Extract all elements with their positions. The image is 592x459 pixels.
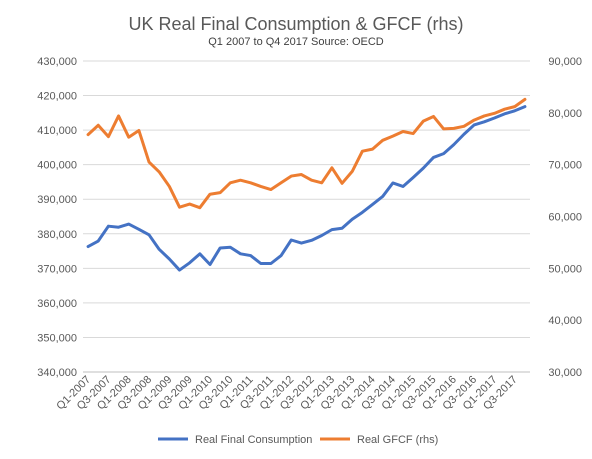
y-left-tick-label: 360,000 — [37, 298, 77, 310]
y-right-tick-label: 80,000 — [548, 108, 582, 120]
chart-title: UK Real Final Consumption & GFCF (rhs) — [128, 14, 463, 34]
y-right-tick-label: 50,000 — [548, 263, 582, 275]
y-right-tick-label: 60,000 — [548, 212, 582, 224]
legend: Real Final Consumption Real GFCF (rhs) — [158, 434, 438, 446]
y-left-tick-label: 350,000 — [37, 332, 77, 344]
legend-label: Real Final Consumption — [195, 434, 312, 446]
y-right-axis-ticks: 30,000 40,000 50,000 60,000 70,000 80,000 90,0… — [548, 56, 582, 379]
legend-label: Real GFCF (rhs) — [357, 434, 438, 446]
y-left-tick-label: 390,000 — [37, 194, 77, 206]
y-left-tick-label: 380,000 — [37, 229, 77, 241]
series-line-real-gfcf — [86, 97, 527, 210]
y-left-axis-ticks: 340,000 350,000 360,000 370,000 380,000 390,0… — [37, 56, 77, 379]
series-line-real-final-consumption — [86, 105, 527, 272]
y-right-tick-label: 30,000 — [548, 367, 582, 379]
gridlines — [83, 60, 530, 373]
series-layer — [86, 97, 527, 272]
y-left-tick-label: 420,000 — [37, 91, 77, 103]
y-right-tick-label: 90,000 — [548, 56, 582, 68]
y-right-tick-label: 70,000 — [548, 160, 582, 172]
x-axis-ticks: Q1-2007Q3-2007Q1-2008Q3-2008Q1-2009Q3-20… — [54, 374, 519, 413]
y-left-tick-label: 410,000 — [37, 125, 77, 137]
y-left-tick-label: 370,000 — [37, 263, 77, 275]
chart-subtitle: Q1 2007 to Q4 2017 Source: OECD — [208, 36, 384, 48]
y-left-tick-label: 340,000 — [37, 367, 77, 379]
y-left-tick-label: 430,000 — [37, 56, 77, 68]
y-left-tick-label: 400,000 — [37, 160, 77, 172]
y-right-tick-label: 40,000 — [548, 315, 582, 327]
